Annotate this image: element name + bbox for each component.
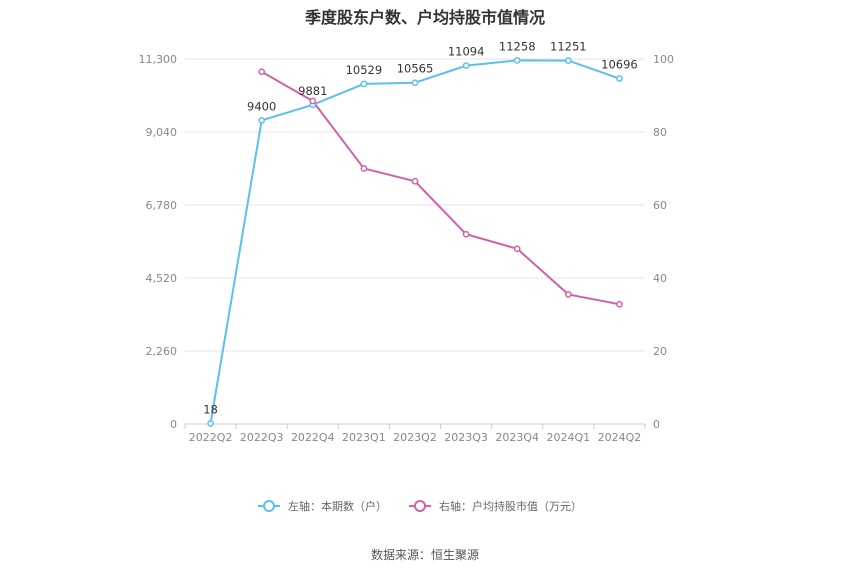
grid-lines (185, 58, 645, 425)
x-tick-label: 2023Q1 (342, 431, 386, 444)
x-tick-label: 2023Q2 (393, 431, 437, 444)
x-tick-label: 2023Q4 (495, 431, 539, 444)
right-tick-label: 40 (653, 272, 667, 285)
left-tick-label: 0 (170, 418, 177, 431)
data-point (513, 245, 521, 253)
x-tick-label: 2022Q4 (291, 431, 335, 444)
data-point (411, 177, 419, 185)
data-point (462, 62, 470, 70)
legend-swatch-marker (263, 500, 275, 512)
data-point (616, 75, 623, 82)
legend-label: 右轴：户均持股市值（万元） (439, 499, 582, 513)
data-point (360, 165, 368, 172)
data-point (360, 80, 368, 88)
data-point (564, 57, 572, 64)
data-labels: 18 9400 9881 10529 10565 11094 11258 11251 10696 (203, 39, 638, 416)
right-tick-label: 80 (653, 126, 667, 139)
right-tick-label: 60 (653, 199, 667, 212)
data-point (207, 420, 214, 427)
legend: 左轴：本期数（户） 右轴：户均持股市值（万元） (258, 499, 582, 513)
chart-title: 季度股东户数、户均持股市值情况 (304, 8, 545, 27)
data-label: 10696 (601, 58, 638, 72)
data-point (616, 300, 623, 308)
data-point (564, 291, 572, 298)
data-label: 18 (203, 402, 218, 416)
dual-axis-line-chart: 0 2,260 4,520 6,780 9,040 11,300 0 20 40 60 80 100… (139, 39, 675, 513)
data-point (411, 79, 419, 87)
x-tick-label: 2024Q2 (598, 431, 642, 444)
series-line-0 (209, 59, 620, 424)
left-tick-label: 6,780 (146, 199, 178, 212)
left-tick-label: 9,040 (146, 126, 178, 139)
right-tick-label: 100 (653, 53, 674, 66)
left-tick-label: 4,520 (146, 272, 178, 285)
data-source-note: 数据来源：恒生聚源 (370, 548, 479, 562)
data-point (258, 68, 266, 76)
x-tick-label: 2023Q3 (444, 431, 488, 444)
series-line-1 (261, 70, 620, 306)
x-axis-ticks: 2022Q2 2022Q3 2022Q4 2023Q1 2023Q2 2023Q3 2023… (184, 424, 646, 444)
right-tick-label: 20 (653, 345, 667, 358)
x-tick-label: 2024Q1 (547, 431, 591, 444)
data-label: 11094 (448, 45, 485, 59)
data-label: 9400 (247, 99, 276, 113)
data-point (462, 230, 470, 238)
series-points (207, 57, 623, 427)
legend-swatch-marker (414, 500, 426, 512)
x-tick-label: 2022Q2 (189, 431, 233, 444)
data-label: 11251 (550, 40, 587, 54)
data-label: 10565 (397, 62, 434, 76)
legend-label: 左轴：本期数（户） (288, 499, 387, 513)
left-tick-label: 11,300 (139, 53, 178, 66)
left-axis-ticks: 0 2,260 4,520 6,780 9,040 11,300 (139, 53, 178, 431)
data-point (309, 97, 317, 105)
data-label: 11258 (499, 39, 536, 53)
right-tick-label: 0 (653, 418, 660, 431)
data-label: 10529 (346, 63, 383, 77)
right-axis-ticks: 0 20 40 60 80 100 (653, 53, 674, 431)
x-tick-label: 2022Q3 (240, 431, 284, 444)
series-lines (209, 59, 620, 424)
data-label: 9881 (298, 84, 327, 98)
data-point (258, 117, 266, 124)
data-point (513, 57, 521, 64)
left-tick-label: 2,260 (146, 345, 178, 358)
